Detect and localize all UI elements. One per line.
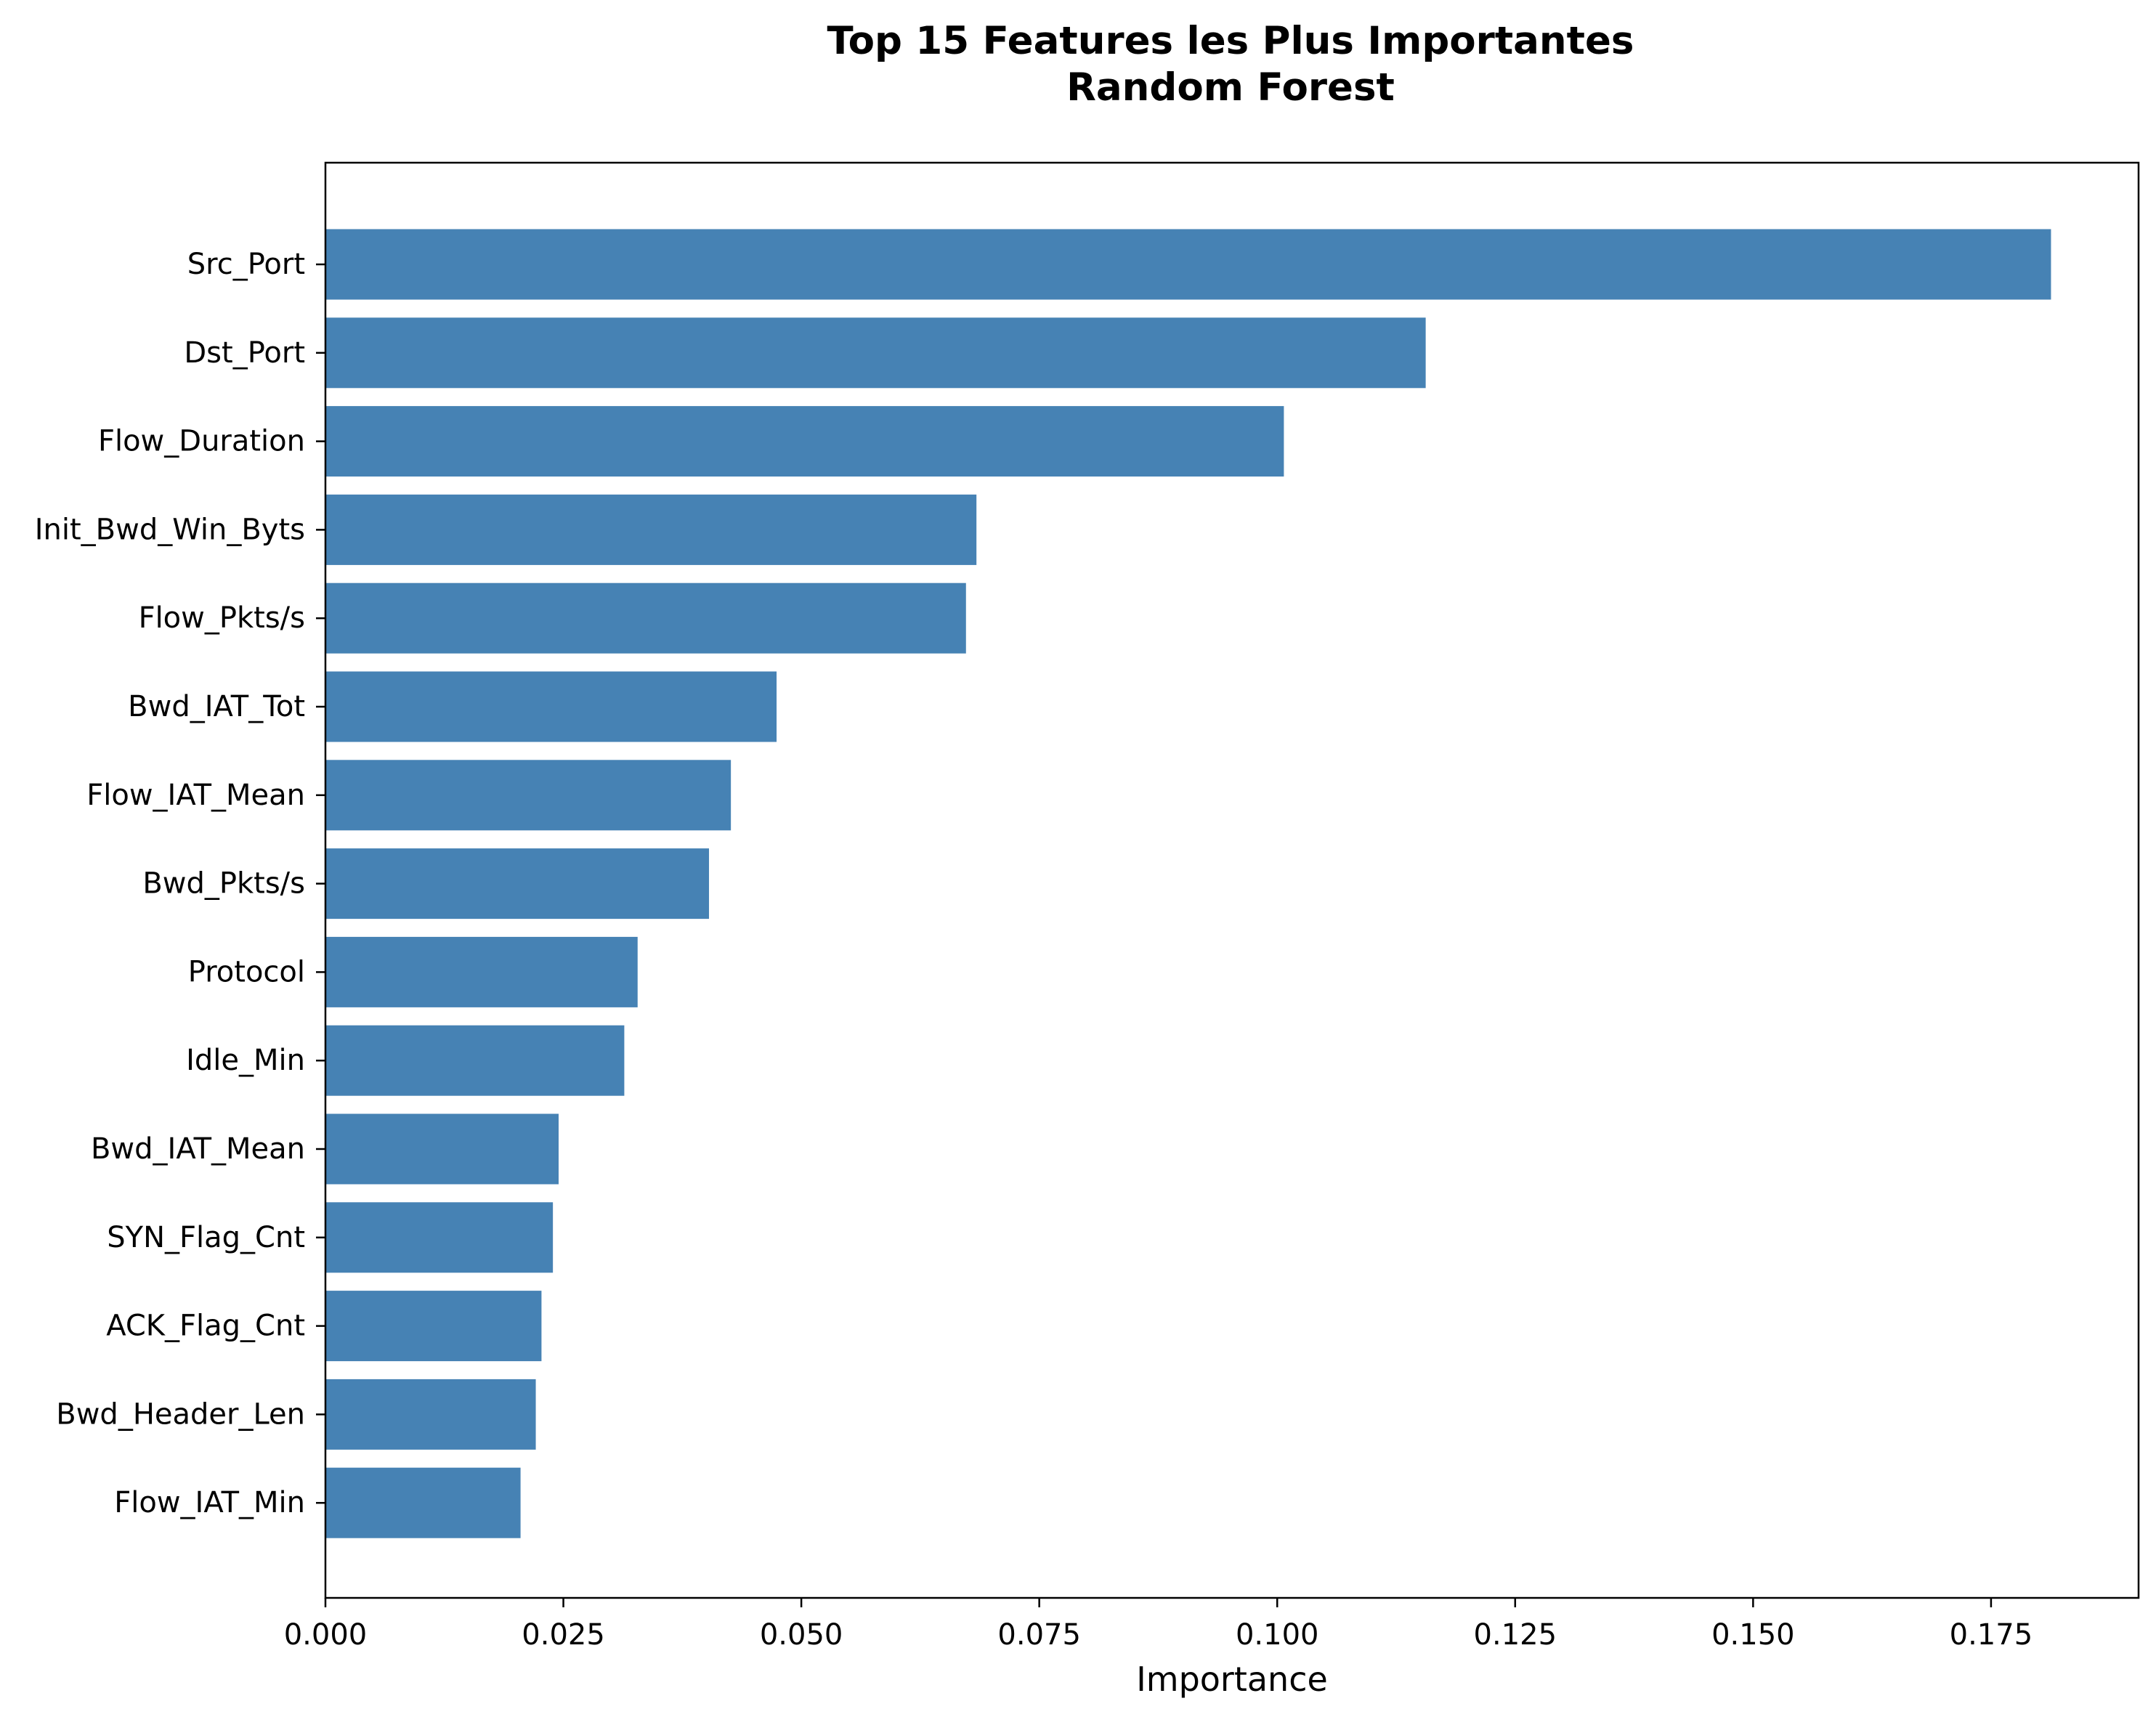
y-tick-label: Bwd_IAT_Mean <box>91 1132 305 1166</box>
x-tick-label: 0.100 <box>1236 1618 1319 1652</box>
bar <box>325 1379 536 1450</box>
bar <box>325 1467 521 1538</box>
x-tick-label: 0.175 <box>1950 1618 2033 1652</box>
bar <box>325 583 966 654</box>
plot-area-frame <box>324 161 2140 1599</box>
x-tick-label: 0.000 <box>284 1618 368 1652</box>
x-tick-label: 0.025 <box>522 1618 605 1652</box>
y-tick-label: Bwd_Pkts/s <box>142 867 305 901</box>
y-tick-label: Src_Port <box>187 248 305 281</box>
bar <box>325 848 710 920</box>
x-tick-label: 0.075 <box>997 1618 1081 1652</box>
y-tick-label: Idle_Min <box>186 1044 305 1077</box>
bar <box>325 229 2051 300</box>
y-tick-label: Dst_Port <box>184 336 305 370</box>
y-tick-label: Protocol <box>188 955 305 989</box>
y-tick-label: Flow_IAT_Mean <box>86 779 305 812</box>
x-tick-label: 0.150 <box>1711 1618 1795 1652</box>
y-tick-label: Init_Bwd_Win_Byts <box>35 513 305 546</box>
x-axis-ticks: 0.000 0.025 0.050 0.075 0.100 0.125 0.150 0.175 <box>284 1598 2033 1652</box>
bar <box>325 406 1284 477</box>
chart-title-line2: Random Forest <box>1066 65 1395 110</box>
bar <box>325 936 638 1007</box>
bar <box>325 1202 554 1273</box>
y-tick-label: Flow_Pkts/s <box>139 601 305 635</box>
x-tick-label: 0.050 <box>760 1618 843 1652</box>
bar <box>325 1291 542 1362</box>
y-tick-label: SYN_Flag_Cnt <box>107 1221 305 1254</box>
y-tick-label: Bwd_IAT_Tot <box>128 690 305 723</box>
chart-title-line1: Top 15 Features les Plus Importantes <box>827 19 1634 63</box>
bar <box>325 1025 625 1096</box>
y-axis-ticks: Src_Port Dst_Port Flow_Duration Init_Bwd_Wi… <box>35 248 325 1519</box>
bar <box>325 1113 559 1185</box>
bar <box>325 760 732 831</box>
y-tick-label: Flow_Duration <box>98 425 305 458</box>
x-axis-label: Importance <box>1136 1660 1328 1699</box>
x-tick-label: 0.125 <box>1474 1618 1557 1652</box>
bar <box>325 317 1426 389</box>
bars-group <box>325 229 2051 1538</box>
y-tick-label: ACK_Flag_Cnt <box>106 1310 305 1343</box>
y-tick-label: Flow_IAT_Min <box>114 1486 305 1519</box>
y-tick-label: Bwd_Header_Len <box>56 1397 305 1431</box>
bar <box>325 494 977 565</box>
bar <box>325 671 777 742</box>
